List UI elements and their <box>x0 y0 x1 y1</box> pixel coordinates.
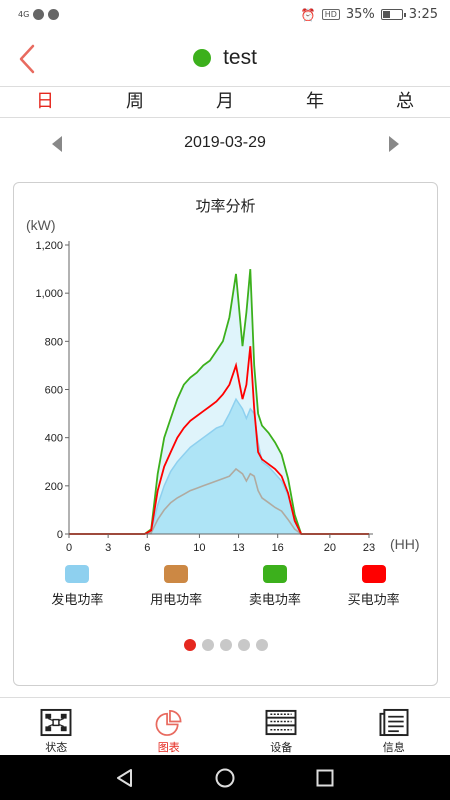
y-tick-label: 400 <box>45 433 63 445</box>
legend-item-import[interactable]: 买电功率 <box>329 565 419 608</box>
globe-icon <box>48 9 60 20</box>
pie-chart-icon <box>155 710 182 736</box>
chart-pager <box>14 639 437 651</box>
export-line <box>69 269 369 535</box>
y-tick-label: 1,000 <box>35 288 63 300</box>
y-tick-label: 200 <box>45 481 63 493</box>
chevron-left-icon <box>19 44 35 74</box>
x-tick-label: 20 <box>324 542 336 554</box>
tab-day[interactable]: 日 <box>36 91 54 112</box>
legend-swatch <box>361 565 386 583</box>
battery-fill <box>382 11 390 18</box>
current-date[interactable]: 2019-03-29 <box>184 134 266 151</box>
nav-status[interactable]: 状态 <box>0 698 113 755</box>
legend-item-generation[interactable]: 发电功率 <box>32 565 122 608</box>
legend-label: 用电功率 <box>150 593 203 608</box>
x-tick-label: 13 <box>232 542 244 554</box>
chart-title: 功率分析 <box>195 197 256 215</box>
legend-label: 买电功率 <box>347 593 400 608</box>
status-right: ⏰ HD 35% 3:25 <box>301 7 438 22</box>
back-icon[interactable] <box>114 767 136 789</box>
pager-dot[interactable] <box>237 639 250 651</box>
pager-dot[interactable] <box>183 639 196 651</box>
status-left: 4G <box>18 9 60 20</box>
device-title: test <box>0 46 450 70</box>
nav-info-label: 信息 <box>382 741 405 754</box>
bottom-navigation: 状态 图表 设备 <box>0 697 450 755</box>
page-title: test <box>223 46 257 69</box>
header: test <box>0 34 450 84</box>
y-tick-label: 600 <box>45 385 63 397</box>
pager-dot[interactable] <box>255 639 268 651</box>
import-line <box>69 346 369 535</box>
x-tick-label: 3 <box>105 542 111 554</box>
clock: 3:25 <box>408 7 438 22</box>
power-chart[interactable]: 0 200 400 600 800 1,000 1,200 0 3 6 10 13 16 20 23 <box>14 183 439 563</box>
y-axis-unit: (kW) <box>26 217 56 233</box>
chart-legend: 发电功率 用电功率 卖电功率 买电功率 <box>14 565 437 608</box>
y-tick-label: 0 <box>57 529 63 541</box>
nav-devices-label: 设备 <box>270 741 293 754</box>
x-tick-label: 23 <box>363 542 375 554</box>
tab-month[interactable]: 月 <box>216 91 234 112</box>
network-label: 4G <box>18 10 30 19</box>
alarm-icon: ⏰ <box>300 7 316 22</box>
nav-info[interactable]: 信息 <box>338 698 450 755</box>
status-icon <box>40 708 72 737</box>
export-area <box>69 269 369 534</box>
generation-area <box>69 399 369 534</box>
legend-item-export[interactable]: 卖电功率 <box>230 565 320 608</box>
x-axis-unit: (HH) <box>390 536 420 552</box>
pager-dot[interactable] <box>219 639 232 651</box>
system-navigation-bar <box>0 755 450 800</box>
nav-status-label: 状态 <box>45 741 68 754</box>
x-tick-label: 16 <box>272 542 284 554</box>
legend-label: 发电功率 <box>51 593 104 608</box>
legend-item-consumption[interactable]: 用电功率 <box>131 565 221 608</box>
period-tabs: 日 周 月 年 总 <box>0 86 450 118</box>
battery-percent: 35% <box>345 7 375 22</box>
headset-icon <box>33 9 45 20</box>
chart-card: 功率分析 (kW) 0 200 400 600 800 1,000 1,200 0 3 6 10 13… <box>13 182 438 686</box>
tab-year[interactable]: 年 <box>306 91 324 112</box>
nav-charts-label: 图表 <box>157 741 180 754</box>
recents-icon[interactable] <box>314 767 336 789</box>
device-icon <box>265 709 297 736</box>
info-list-icon <box>379 708 409 737</box>
y-tick-label: 800 <box>45 336 63 348</box>
back-button[interactable] <box>14 42 44 76</box>
tab-total[interactable]: 总 <box>396 91 414 112</box>
date-navigator: 2019-03-29 <box>0 126 450 162</box>
home-icon[interactable] <box>214 767 236 789</box>
legend-swatch <box>65 565 90 583</box>
hd-badge: HD <box>321 9 340 20</box>
previous-date-button[interactable] <box>52 136 62 152</box>
battery-icon <box>380 9 406 20</box>
x-tick-label: 0 <box>66 542 72 554</box>
online-status-dot <box>193 49 212 67</box>
legend-label: 卖电功率 <box>248 593 301 608</box>
pager-dot[interactable] <box>201 639 214 651</box>
generation-line <box>69 397 369 535</box>
consumption-line <box>69 467 369 535</box>
x-tick-label: 6 <box>144 542 150 554</box>
x-tick-label: 10 <box>193 542 205 554</box>
nav-charts[interactable]: 图表 <box>113 698 226 755</box>
tab-week[interactable]: 周 <box>126 91 144 112</box>
status-bar: 4G ⏰ HD 35% 3:25 <box>0 0 450 32</box>
legend-swatch <box>164 565 189 583</box>
nav-devices[interactable]: 设备 <box>225 698 338 755</box>
y-tick-label: 1,200 <box>35 240 63 252</box>
legend-swatch <box>262 565 287 583</box>
next-date-button[interactable] <box>389 136 399 152</box>
